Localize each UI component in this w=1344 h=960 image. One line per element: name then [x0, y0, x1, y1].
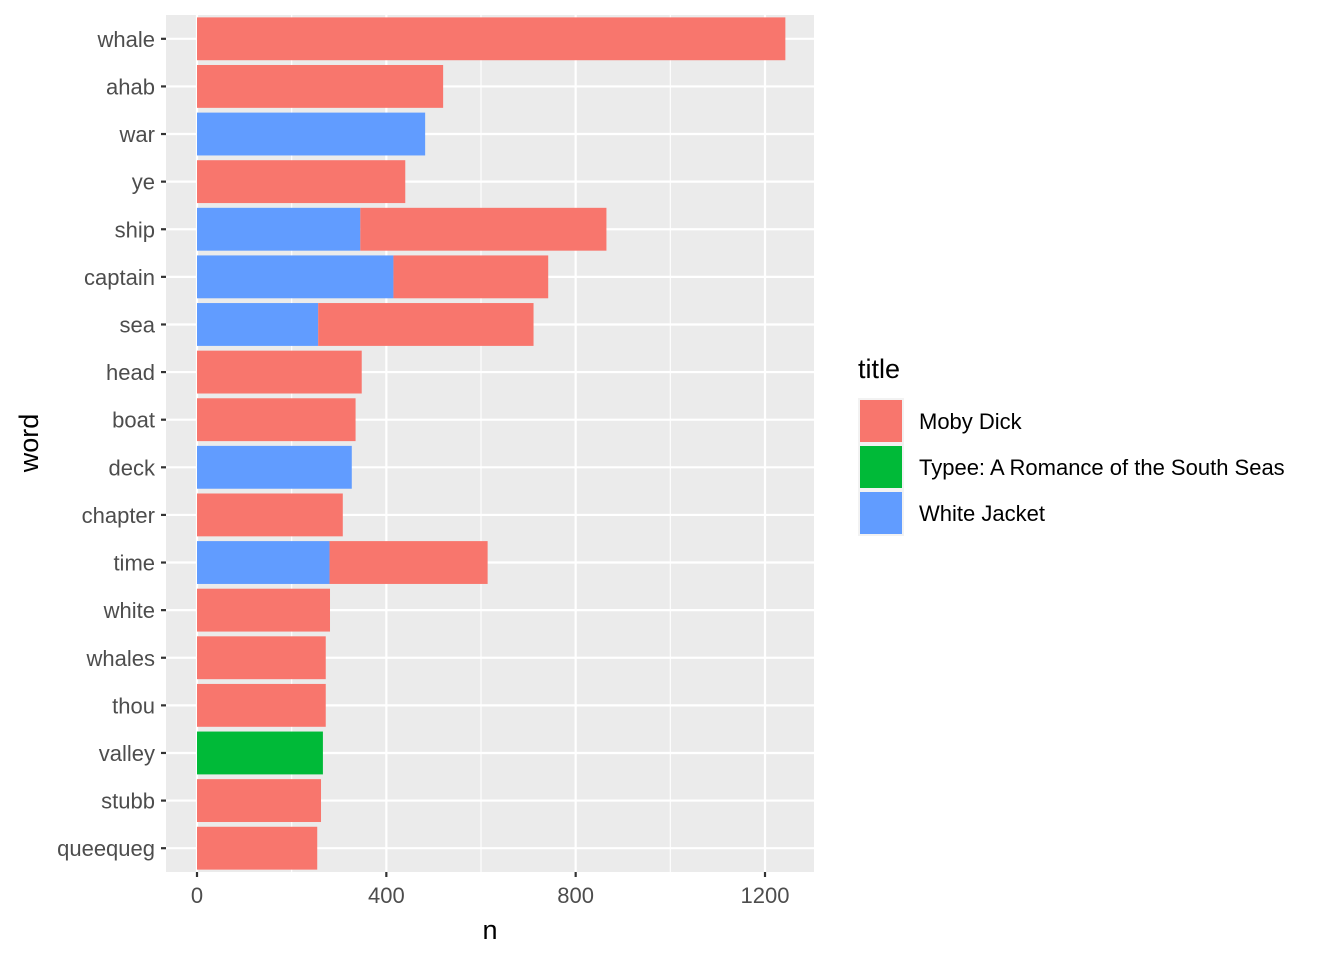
y-tick-label: whales — [86, 646, 155, 671]
bar-chapter-moby-dick — [197, 493, 343, 537]
bar-captain-moby-dick — [393, 255, 549, 299]
bar-sea-white-jacket — [197, 303, 319, 346]
bar-whale-moby-dick — [197, 17, 786, 61]
x-tick-label: 400 — [368, 883, 405, 908]
bar-stubb-moby-dick — [197, 779, 322, 823]
y-tick-label: valley — [99, 741, 155, 766]
y-tick-label: thou — [112, 693, 155, 718]
legend-key — [860, 446, 902, 488]
bar-ye-moby-dick — [197, 160, 406, 204]
bar-head-moby-dick — [197, 350, 362, 394]
y-tick-label: chapter — [82, 503, 155, 528]
legend-label: Typee: A Romance of the South Seas — [919, 455, 1285, 480]
legend-key — [860, 400, 902, 442]
bar-thou-moby-dick — [197, 683, 326, 727]
y-tick-label: boat — [112, 408, 155, 433]
legend-title: title — [858, 354, 900, 384]
y-axis-title: word — [14, 414, 44, 474]
x-axis-title: n — [482, 915, 497, 945]
bar-ship-moby-dick — [360, 207, 607, 251]
plot-panel — [166, 15, 814, 872]
legend-label: White Jacket — [919, 501, 1045, 526]
bar-valley-typee-a-romance-of-the-south-seas — [197, 731, 323, 775]
legend: title Moby Dick Typee: A Romance of the S… — [858, 354, 1285, 536]
y-tick-label: head — [106, 360, 155, 385]
y-tick-label: ye — [132, 170, 155, 195]
x-tick-label: 0 — [191, 883, 203, 908]
y-tick-label: deck — [109, 455, 156, 480]
y-tick-label: war — [119, 122, 155, 147]
bar-time-moby-dick — [329, 541, 488, 584]
y-tick-label: sea — [120, 312, 156, 337]
bar-captain-white-jacket — [197, 255, 394, 299]
grid-minor — [291, 15, 671, 872]
bar-deck-white-jacket — [197, 445, 352, 489]
bar-boat-moby-dick — [197, 398, 356, 442]
y-tick-label: ship — [115, 217, 155, 242]
bar-war-white-jacket — [197, 112, 426, 156]
bar-sea-moby-dick — [318, 303, 534, 346]
legend-label: Moby Dick — [919, 409, 1023, 434]
y-tick-label: white — [103, 598, 155, 623]
x-axis: 0 400 800 1200 — [191, 872, 790, 908]
y-axis: whale ahab war ye ship captain sea head boat deck… — [57, 27, 166, 861]
y-tick-label: captain — [84, 265, 155, 290]
bar-whales-moby-dick — [197, 636, 326, 680]
y-tick-label: time — [113, 551, 155, 576]
y-tick-label: queequeg — [57, 836, 155, 861]
x-tick-label: 1200 — [741, 883, 790, 908]
bar-ship-white-jacket — [197, 207, 361, 251]
y-tick-label: ahab — [106, 74, 155, 99]
bar-white-moby-dick — [197, 588, 331, 632]
bars — [197, 17, 786, 870]
bar-queequeg-moby-dick — [197, 826, 318, 870]
y-tick-label: stubb — [101, 789, 155, 814]
y-tick-label: whale — [97, 27, 155, 52]
legend-key — [860, 492, 902, 534]
x-tick-label: 800 — [557, 883, 594, 908]
bar-time-white-jacket — [197, 541, 330, 584]
bar-ahab-moby-dick — [197, 64, 444, 108]
